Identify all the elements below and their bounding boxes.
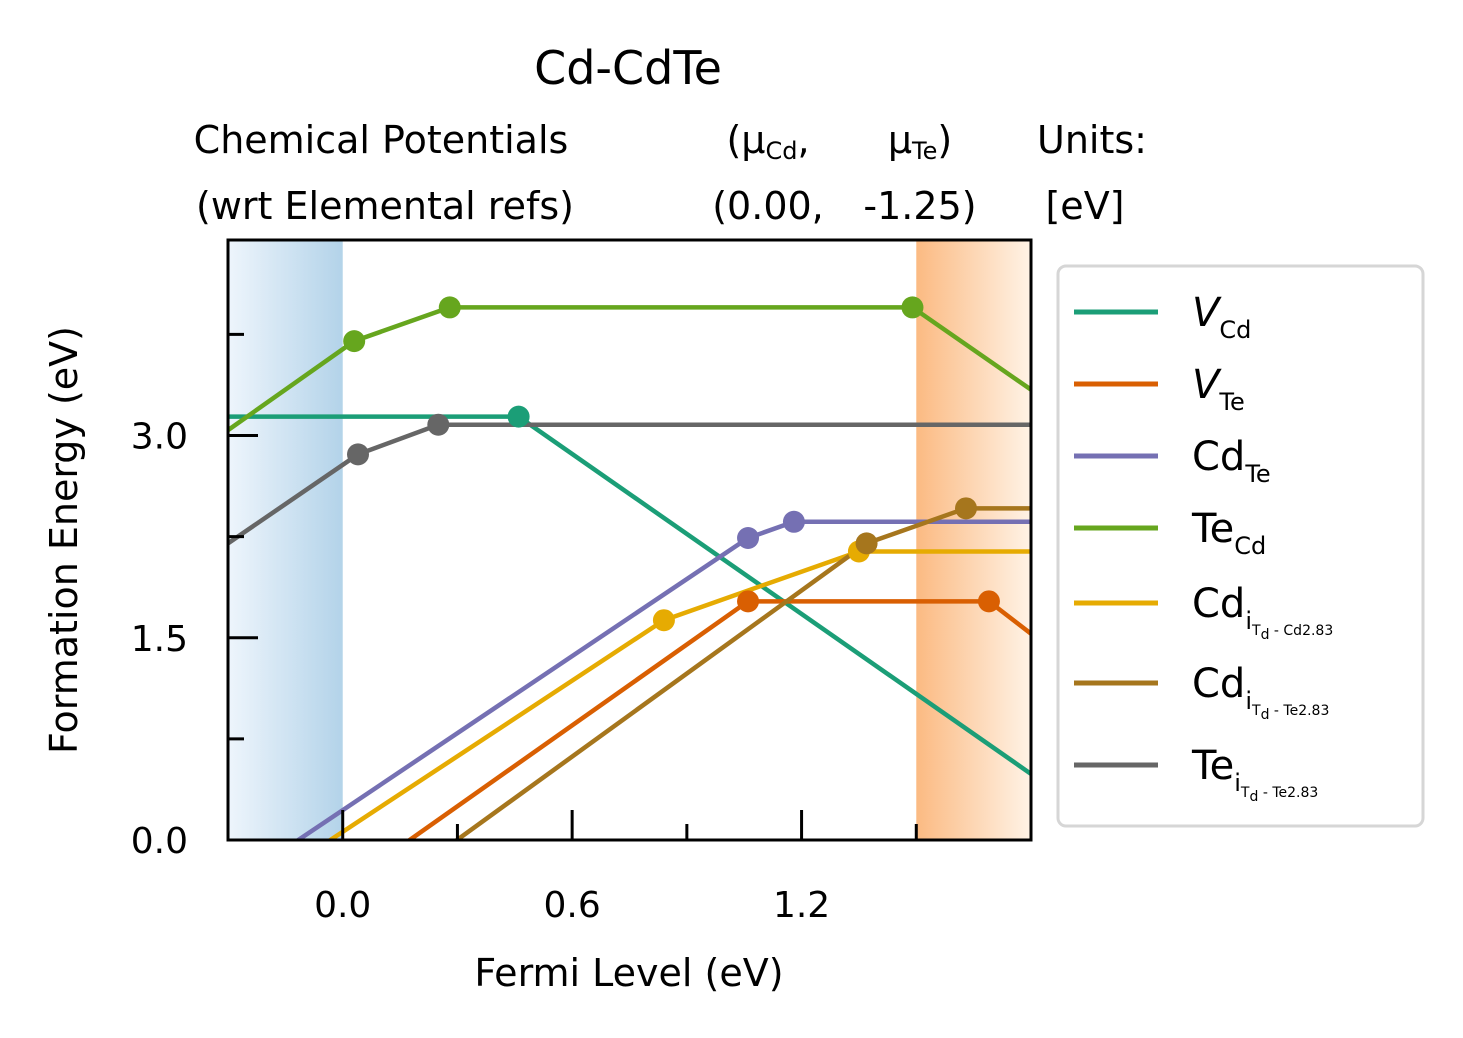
y-tick-label: 1.5 xyxy=(131,619,188,660)
cbm-shade xyxy=(916,240,1031,840)
legend-label-5: CdiTd - Cd2.83 xyxy=(1192,581,1333,643)
series-line-6 xyxy=(453,506,1031,840)
series-line-3 xyxy=(294,519,1031,840)
series-7-marker-1 xyxy=(347,443,370,466)
x-tick-label: 0.6 xyxy=(544,885,601,926)
mu-cd-value: (0.00, xyxy=(712,184,824,228)
legend-label-1: VCd xyxy=(1192,290,1251,344)
chem-potentials-header: Chemical Potentials (wrt Elemental refs)… xyxy=(194,118,1147,228)
y-tick-label: 3.0 xyxy=(131,417,188,458)
mu-cd-heading: (μCd, xyxy=(726,118,809,165)
defect-lines xyxy=(228,305,1031,840)
units-label-line1: Units: xyxy=(1037,118,1147,162)
series-1-marker-1 xyxy=(507,405,530,428)
transition-markers xyxy=(343,296,1000,632)
axis-ticks: 0.0 0.6 1.2 0.0 1.5 3.0 xyxy=(131,332,918,926)
series-line-7 xyxy=(228,422,1031,546)
series-6-marker-1 xyxy=(855,532,878,555)
series-5-marker-1 xyxy=(652,609,675,632)
series-line-2 xyxy=(405,599,1031,840)
mu-te-heading: μTe) xyxy=(888,118,952,165)
series-2-marker-2 xyxy=(977,590,1000,613)
legend-label-3: CdTe xyxy=(1192,434,1271,488)
legend: VCd VTe CdTe TeCd CdiTd - Cd2.83 CdiTd - Te2.… xyxy=(1056,264,1425,828)
chart-title: Cd-CdTe xyxy=(534,41,722,95)
legend-label-7: TeiTd - Te2.83 xyxy=(1191,743,1318,805)
plot-frame xyxy=(226,238,1033,842)
chem-potentials-label-line2: (wrt Elemental refs) xyxy=(196,184,574,228)
series-line-4 xyxy=(228,305,1031,432)
vbm-shade xyxy=(228,240,343,840)
series-line-5 xyxy=(326,549,1031,840)
chem-potentials-label-line1: Chemical Potentials xyxy=(194,118,569,162)
series-4-marker-1 xyxy=(343,330,366,353)
y-axis-label: Formation Energy (eV) xyxy=(42,326,86,754)
y-tick-label: 0.0 xyxy=(131,821,188,862)
series-7-marker-2 xyxy=(427,413,450,436)
x-axis-label: Fermi Level (eV) xyxy=(474,951,783,995)
series-3-marker-2 xyxy=(782,510,805,533)
legend-label-4: TeCd xyxy=(1191,506,1266,560)
mu-te-value: -1.25) xyxy=(863,184,976,228)
x-tick-label: 0.0 xyxy=(314,885,371,926)
legend-label-6: CdiTd - Te2.83 xyxy=(1192,661,1329,723)
series-4-marker-3 xyxy=(901,296,924,319)
series-4-marker-2 xyxy=(438,296,461,319)
x-tick-label: 1.2 xyxy=(773,885,830,926)
units-label-line2: [eV] xyxy=(1045,184,1124,228)
series-6-marker-2 xyxy=(954,497,977,520)
series-3-marker-1 xyxy=(737,526,760,549)
legend-label-2: VTe xyxy=(1192,362,1245,416)
series-line-1 xyxy=(228,414,1031,776)
legend-box xyxy=(1056,264,1425,828)
series-2-marker-1 xyxy=(737,590,760,613)
band-edge-shading xyxy=(228,240,1031,840)
